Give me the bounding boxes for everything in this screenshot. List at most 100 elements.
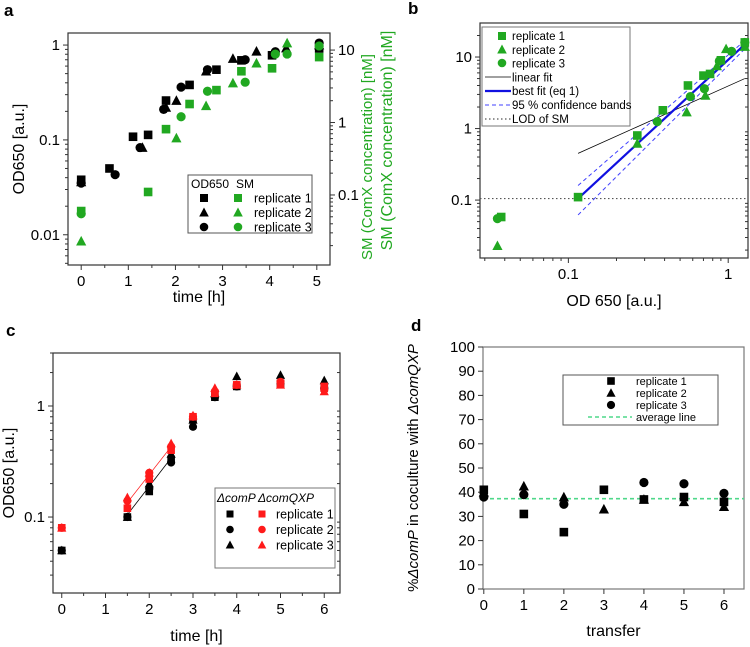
- legend-marker: [497, 44, 507, 54]
- x-tick-label: 2: [560, 597, 568, 614]
- legend-marker: [200, 194, 208, 202]
- data-point: [202, 86, 213, 96]
- y-axis-label: %ΔcomP in coculture with ΔcomQXP: [405, 344, 422, 592]
- data-point: [161, 96, 171, 105]
- data-point: [143, 187, 153, 197]
- series: [479, 477, 729, 509]
- data-point: [76, 178, 86, 188]
- data-point: [275, 380, 286, 389]
- data-point: [740, 37, 750, 48]
- legend-header: ΔcomQXP: [257, 491, 314, 505]
- legend-label: replicate 3: [276, 539, 334, 553]
- data-point: [57, 545, 67, 555]
- data-point: [479, 492, 489, 502]
- x-tick-label: 4: [640, 597, 648, 614]
- data-point: [681, 106, 692, 117]
- data-point: [240, 77, 250, 87]
- legend-header: SM: [236, 177, 254, 191]
- plot-frame: [52, 352, 341, 594]
- y-tick-label: 60: [458, 436, 475, 453]
- y-axis-label-part: ΔcomP: [405, 530, 422, 579]
- data-point: [76, 209, 86, 219]
- data-point: [718, 501, 730, 512]
- data-point: [705, 69, 715, 79]
- legend-label: replicate 2: [512, 45, 565, 57]
- data-point: [232, 371, 242, 381]
- data-point: [558, 491, 569, 502]
- axes: 0 1 2 3 4 5 6 0.1 1 time [h] OD650 [a.u.]: [1, 352, 341, 645]
- data-point: [176, 82, 186, 92]
- data-point: [270, 49, 280, 59]
- legend-header: ΔcomP: [216, 491, 256, 505]
- x-axis-label: transfer: [586, 623, 641, 640]
- data-point: [726, 46, 737, 56]
- legend-label: replicate 3: [636, 400, 687, 412]
- data-point: [227, 77, 239, 88]
- legend-marker: [199, 222, 209, 232]
- fit-line: [577, 78, 745, 154]
- axes: 0 1 2 3 4 5 60102030405060708090100transfer%Δc…: [405, 339, 745, 640]
- data-point: [598, 503, 609, 514]
- legend-marker: [226, 525, 234, 534]
- x-tick-label: 4: [233, 601, 241, 618]
- x-axis-label: time [h]: [170, 628, 222, 645]
- panel-label: d: [411, 316, 421, 335]
- x-axis-label: OD 650 [a.u.]: [566, 293, 661, 310]
- legend-marker: [497, 58, 507, 68]
- panel-label: c: [6, 321, 15, 340]
- y2-tick-label: 1: [338, 115, 346, 132]
- y-tick-label: 10: [458, 557, 475, 574]
- legend-marker: [607, 377, 615, 385]
- data-point: [679, 479, 689, 489]
- data-point: [699, 71, 708, 80]
- legend-marker: [258, 525, 266, 534]
- x-tick-label: 5: [313, 273, 321, 290]
- y-tick-label: 0.1: [39, 132, 60, 149]
- y-axis-label: SM (ComX concentration) [nM]: [379, 31, 396, 251]
- data-point: [122, 512, 132, 521]
- data-point: [144, 478, 154, 488]
- series: [57, 380, 329, 532]
- series: [492, 41, 750, 251]
- data-point: [699, 84, 710, 94]
- legend-label: linear fit: [512, 72, 553, 84]
- data-point: [573, 192, 583, 202]
- legend-marker: [606, 388, 616, 397]
- legend-label: replicate 3: [512, 59, 565, 71]
- fit-line: [577, 48, 746, 216]
- data-point: [167, 458, 176, 467]
- plot-frame: [479, 22, 749, 259]
- data-point: [202, 65, 213, 75]
- data-point: [492, 240, 503, 251]
- x-tick-label: 3: [600, 597, 608, 614]
- data-point: [652, 117, 662, 127]
- data-point: [237, 66, 246, 76]
- data-point: [685, 91, 695, 102]
- data-point: [123, 504, 132, 513]
- data-point: [110, 170, 120, 180]
- data-point: [719, 488, 729, 499]
- legend-marker: [199, 207, 209, 217]
- legend-label: average line: [636, 412, 696, 424]
- data-point: [166, 438, 176, 448]
- legend-label: replicate 2: [276, 523, 334, 537]
- data-point: [282, 37, 293, 48]
- x-tick-label: 3: [189, 601, 197, 618]
- data-point: [188, 410, 198, 420]
- y-axis-label: OD650 [a.u.]: [1, 428, 18, 519]
- y-tick-label: 0: [467, 581, 475, 598]
- y-tick-label: 70: [458, 412, 475, 429]
- x-tick-label: 1: [520, 597, 528, 614]
- data-point: [314, 52, 324, 62]
- panel-d: d0 1 2 3 4 5 60102030405060708090100transfer%Δ…: [405, 316, 745, 640]
- y2-axis-label: SM (ComX concentration) [nM]: [359, 54, 376, 260]
- legend-marker: [257, 540, 267, 549]
- x-tick-label: 2: [171, 273, 179, 290]
- y-tick-label: 30: [458, 508, 475, 525]
- data-point: [251, 45, 262, 56]
